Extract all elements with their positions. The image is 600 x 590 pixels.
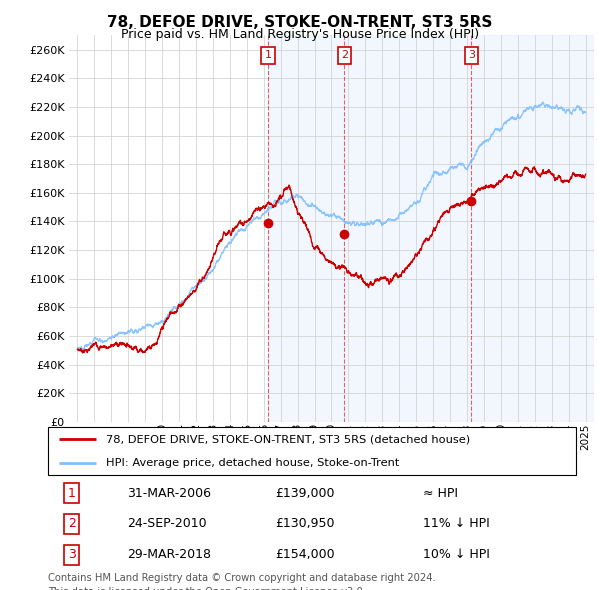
Text: 31-MAR-2006: 31-MAR-2006	[127, 487, 211, 500]
Text: 10% ↓ HPI: 10% ↓ HPI	[423, 548, 490, 561]
Text: 78, DEFOE DRIVE, STOKE-ON-TRENT, ST3 5RS: 78, DEFOE DRIVE, STOKE-ON-TRENT, ST3 5RS	[107, 15, 493, 30]
Text: 29-MAR-2018: 29-MAR-2018	[127, 548, 211, 561]
Text: 11% ↓ HPI: 11% ↓ HPI	[423, 517, 490, 530]
Text: £139,000: £139,000	[275, 487, 335, 500]
Text: Contains HM Land Registry data © Crown copyright and database right 2024.
This d: Contains HM Land Registry data © Crown c…	[48, 573, 436, 590]
Text: 2: 2	[341, 50, 348, 60]
Text: £130,950: £130,950	[275, 517, 335, 530]
Text: 2: 2	[68, 517, 76, 530]
Text: 1: 1	[68, 487, 76, 500]
Text: HPI: Average price, detached house, Stoke-on-Trent: HPI: Average price, detached house, Stok…	[106, 458, 400, 468]
Text: Price paid vs. HM Land Registry's House Price Index (HPI): Price paid vs. HM Land Registry's House …	[121, 28, 479, 41]
FancyBboxPatch shape	[48, 427, 576, 475]
Text: ≈ HPI: ≈ HPI	[423, 487, 458, 500]
Text: 3: 3	[68, 548, 76, 561]
Text: 3: 3	[468, 50, 475, 60]
Text: £154,000: £154,000	[275, 548, 335, 561]
Text: 1: 1	[265, 50, 271, 60]
Bar	[268, 35, 594, 422]
Text: 24-SEP-2010: 24-SEP-2010	[127, 517, 207, 530]
Text: 78, DEFOE DRIVE, STOKE-ON-TRENT, ST3 5RS (detached house): 78, DEFOE DRIVE, STOKE-ON-TRENT, ST3 5RS…	[106, 434, 470, 444]
